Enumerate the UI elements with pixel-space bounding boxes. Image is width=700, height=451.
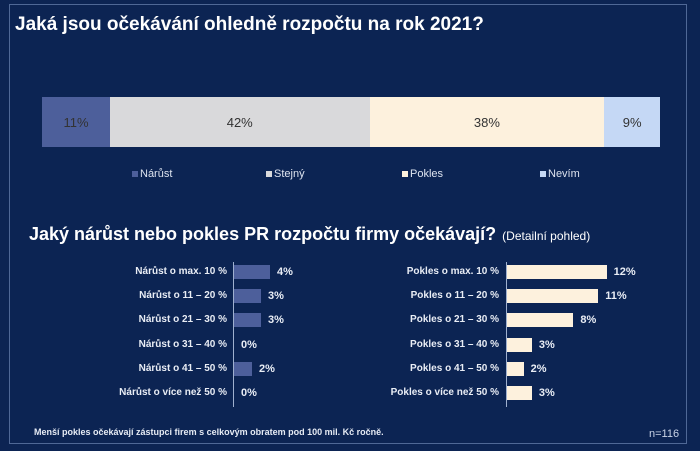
bar-value: 3% <box>538 387 555 399</box>
stacked-bar: 11% 42% 38% 9% <box>42 97 660 147</box>
legend: Nárůst Stejný Pokles Nevím <box>0 168 700 182</box>
bar-value: 12% <box>613 266 636 278</box>
legend-swatch-icon <box>540 171 546 177</box>
bar-value: 0% <box>241 338 257 351</box>
bar-label: Nárůst o 41 – 50 % <box>138 362 227 374</box>
bar-label: Pokles o 41 – 50 % <box>410 362 499 374</box>
sample-size: n=116 <box>649 428 680 440</box>
bar <box>234 265 270 279</box>
bar <box>507 313 574 328</box>
detail-title: Jaký nárůst nebo pokles PR rozpočtu firm… <box>29 224 590 245</box>
bar <box>234 289 261 304</box>
segment-pokles: 38% <box>369 97 605 147</box>
bar-value: 4% <box>277 266 293 278</box>
chart-title: Jaká jsou očekávání ohledně rozpočtu na … <box>15 14 484 35</box>
bar-value: 3% <box>268 314 284 327</box>
bar-label: Nárůst o 21 – 30 % <box>138 314 227 326</box>
bar <box>234 361 252 376</box>
bar <box>507 289 599 304</box>
bar-value: 8% <box>580 314 597 327</box>
bar-label: Nárůst o 11 – 20 % <box>139 290 227 302</box>
legend-swatch-icon <box>402 171 408 177</box>
bar <box>507 361 524 376</box>
bar-value: 3% <box>538 338 555 351</box>
bar-value: 2% <box>530 362 547 375</box>
legend-item-nevim: Nevím <box>540 168 580 180</box>
legend-swatch-icon <box>266 171 272 177</box>
axis-line <box>506 262 507 407</box>
segment-narust: 11% <box>42 97 110 147</box>
legend-swatch-icon <box>132 171 138 177</box>
legend-item-pokles: Pokles <box>402 168 443 180</box>
bar-value: 2% <box>259 362 275 375</box>
detail-title-text: Jaký nárůst nebo pokles PR rozpočtu firm… <box>29 224 497 244</box>
bar-label: Pokles o více než 50 % <box>390 387 499 398</box>
bar-label: Nárůst o max. 10 % <box>135 266 227 277</box>
segment-stejny: 42% <box>109 97 370 147</box>
bar <box>507 265 607 279</box>
bar-label: Pokles o 21 – 30 % <box>410 314 499 326</box>
segment-nevim: 9% <box>604 97 660 147</box>
legend-label: Pokles <box>410 168 444 180</box>
bar-value: 0% <box>241 387 257 399</box>
bar-value: 3% <box>268 290 284 303</box>
bar-label: Pokles o 31 – 40 % <box>410 338 499 350</box>
slide-frame <box>9 4 687 444</box>
footnote: Menší pokles očekávají zástupci firem s … <box>34 427 384 437</box>
legend-item-narust: Nárůst <box>132 168 172 180</box>
bar <box>507 386 532 400</box>
legend-label: Stejný <box>274 168 305 180</box>
detail-title-note: (Detailní pohled) <box>502 229 591 243</box>
legend-label: Nárůst <box>140 168 173 180</box>
legend-item-stejny: Stejný <box>266 168 305 180</box>
bar-label: Nárůst o 31 – 40 % <box>138 338 227 350</box>
bar <box>234 313 261 328</box>
bar-label: Pokles o 11 – 20 % <box>410 290 499 302</box>
bar-value: 11% <box>605 290 627 303</box>
bar-label: Nárůst o více než 50 % <box>119 387 227 398</box>
bar-label: Pokles o max. 10 % <box>406 266 499 277</box>
legend-label: Nevím <box>548 168 580 180</box>
axis-line <box>233 262 234 407</box>
bar <box>507 337 532 352</box>
